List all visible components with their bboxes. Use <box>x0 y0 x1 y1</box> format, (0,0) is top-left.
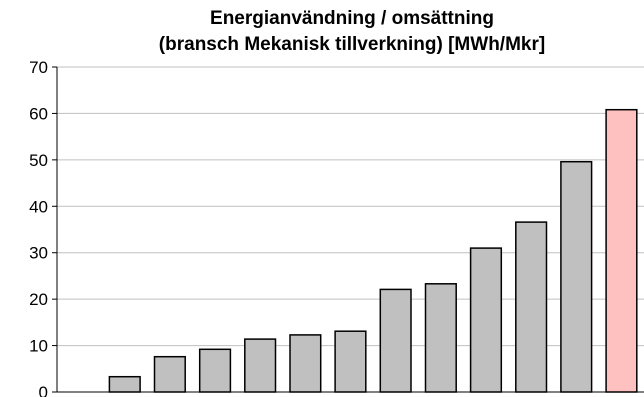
bar <box>244 338 277 393</box>
y-tick-label: 40 <box>29 197 48 216</box>
y-tick-label: 30 <box>29 244 48 263</box>
bar <box>108 375 141 393</box>
y-tick-label: 20 <box>29 290 48 309</box>
bar <box>560 160 593 393</box>
bar <box>334 330 367 393</box>
bar <box>469 247 503 393</box>
bar <box>515 221 548 393</box>
bar <box>198 348 232 393</box>
bar <box>424 283 457 393</box>
bar <box>379 288 412 393</box>
y-tick-label: 0 <box>39 383 48 397</box>
y-tick-label: 10 <box>29 337 48 356</box>
y-tick-label: 50 <box>29 151 48 170</box>
bar <box>289 334 322 393</box>
bar <box>605 108 638 393</box>
y-tick-label: 70 <box>29 58 48 77</box>
bar <box>153 355 186 393</box>
y-tick-label: 60 <box>29 104 48 123</box>
chart-title: Energianvändning / omsättning <box>210 8 494 29</box>
chart-subtitle: (bransch Mekanisk tillverkning) [MWh/Mkr… <box>158 34 546 55</box>
